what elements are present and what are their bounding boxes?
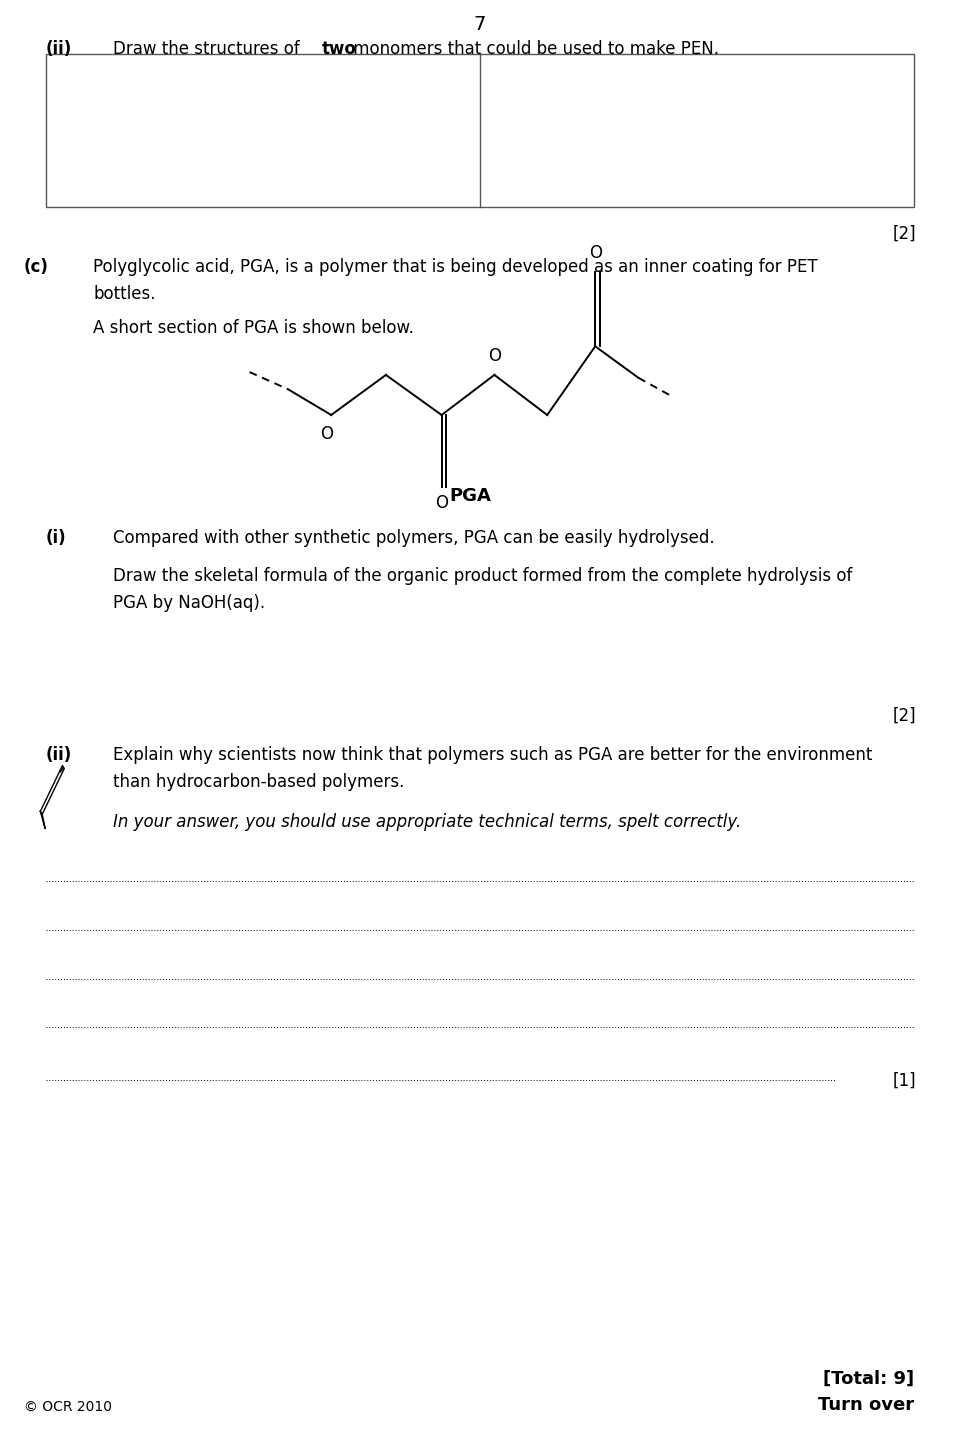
Text: two: two (322, 40, 356, 59)
Text: PGA by NaOH(aq).: PGA by NaOH(aq). (113, 594, 265, 612)
Text: Compared with other synthetic polymers, PGA can be easily hydrolysed.: Compared with other synthetic polymers, … (113, 529, 715, 548)
Text: PGA: PGA (449, 487, 492, 505)
Bar (46, 54, 914, 207)
Text: Explain why scientists now think that polymers such as PGA are better for the en: Explain why scientists now think that po… (113, 746, 873, 764)
Text: [Total: 9]: [Total: 9] (823, 1369, 914, 1388)
Text: (c): (c) (24, 258, 49, 276)
Text: (i): (i) (46, 529, 66, 548)
Text: 7: 7 (474, 16, 486, 34)
Text: © OCR 2010: © OCR 2010 (24, 1400, 112, 1414)
Text: than hydrocarbon-based polymers.: than hydrocarbon-based polymers. (113, 773, 405, 791)
Text: In your answer, you should use appropriate technical terms, spelt correctly.: In your answer, you should use appropria… (113, 813, 741, 831)
Text: (ii): (ii) (46, 40, 72, 59)
Text: O: O (320, 425, 333, 444)
Text: Turn over: Turn over (818, 1395, 914, 1414)
Text: bottles.: bottles. (93, 285, 156, 303)
Text: A short section of PGA is shown below.: A short section of PGA is shown below. (93, 319, 414, 338)
Text: [1]: [1] (893, 1072, 917, 1089)
Text: [2]: [2] (893, 225, 917, 243)
Text: Draw the skeletal formula of the organic product formed from the complete hydrol: Draw the skeletal formula of the organic… (113, 567, 852, 585)
Text: [2]: [2] (893, 707, 917, 726)
Text: (ii): (ii) (46, 746, 72, 764)
Text: Draw the structures of: Draw the structures of (113, 40, 305, 59)
Text: O: O (488, 346, 501, 365)
Text: monomers that could be used to make PEN.: monomers that could be used to make PEN. (348, 40, 719, 59)
Text: O: O (588, 243, 602, 262)
Text: O: O (435, 494, 448, 512)
Text: Polyglycolic acid, PGA, is a polymer that is being developed as an inner coating: Polyglycolic acid, PGA, is a polymer tha… (93, 258, 818, 276)
